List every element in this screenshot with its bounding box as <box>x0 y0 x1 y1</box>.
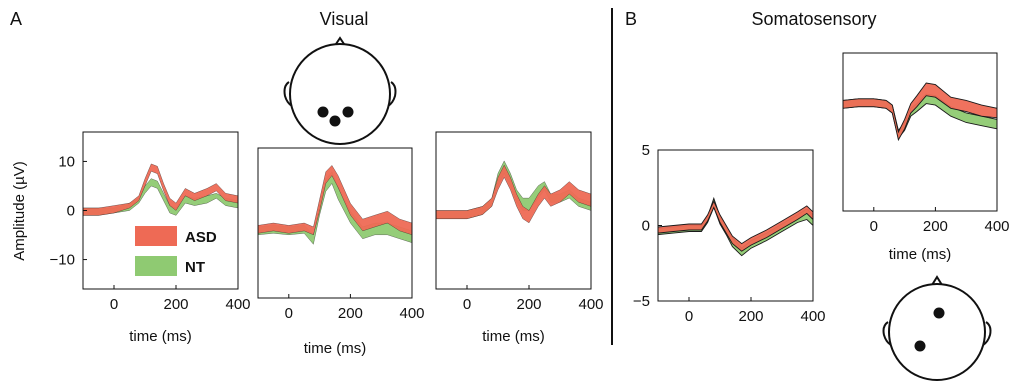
legend-asd-swatch <box>135 226 177 246</box>
x-tick-label: 200 <box>163 296 188 313</box>
x-tick-label: 400 <box>578 296 603 313</box>
plot-frame <box>842 52 998 212</box>
x-axis-title: time (ms) <box>889 246 952 263</box>
x-tick-label: 0 <box>285 305 293 322</box>
x-tick-label: 400 <box>399 305 424 322</box>
x-axis-title: time (ms) <box>304 340 367 357</box>
x-tick-label: 0 <box>463 296 471 313</box>
electrode-dot <box>914 340 926 352</box>
legend-nt-swatch <box>135 256 177 276</box>
electrode-dot <box>329 115 341 127</box>
x-tick-label: 400 <box>800 308 825 325</box>
plot-panel-4: 0 200 400 −5 0 5 <box>633 142 826 325</box>
plot-panel-2: 0 200 400 time (ms) <box>257 147 425 357</box>
x-tick-label: 200 <box>338 305 363 322</box>
x-axis-title: time (ms) <box>482 328 545 345</box>
plot-panel-1: 0 200 400 −10 0 10 time (ms) <box>50 131 251 345</box>
legend-nt-label: NT <box>185 259 205 276</box>
electrode-dot <box>317 106 329 118</box>
x-tick-label: 0 <box>110 296 118 313</box>
x-axis-title: time (ms) <box>129 328 192 345</box>
x-tick-label: 200 <box>923 218 948 235</box>
panel-a-letter: A <box>10 9 22 29</box>
y-tick-label: −5 <box>633 293 650 310</box>
y-axis-title: Amplitude (µV) <box>11 161 28 261</box>
legend-asd-label: ASD <box>185 229 217 246</box>
x-tick-label: 200 <box>738 308 763 325</box>
panel-a-title: Visual <box>320 9 369 29</box>
y-tick-label: 0 <box>642 218 650 235</box>
head-visual-icon <box>283 36 397 145</box>
electrode-dot <box>342 106 354 118</box>
legend: ASD NT <box>135 226 217 276</box>
x-tick-label: 0 <box>870 218 878 235</box>
y-tick-label: 0 <box>67 203 75 220</box>
panel-b-letter: B <box>625 9 637 29</box>
y-tick-label: −10 <box>50 252 75 269</box>
panel-b-title: Somatosensory <box>751 9 876 29</box>
plot-panel-3: 0 200 400 time (ms) <box>435 131 604 345</box>
y-tick-label: 10 <box>58 153 75 170</box>
x-tick-label: 400 <box>225 296 250 313</box>
electrode-dot <box>933 307 945 319</box>
y-tick-label: 5 <box>642 142 650 159</box>
plot-border <box>257 147 413 299</box>
x-tick-label: 0 <box>685 308 693 325</box>
plot-border <box>842 52 998 212</box>
head-somatosensory-icon <box>882 275 992 381</box>
plots-layer: 0 200 400 −10 0 10 time (ms) 0 200 400 time (ms) 0 2… <box>50 52 1010 357</box>
plot-panel-5: 0 200 400 time (ms) <box>842 52 1010 263</box>
x-tick-label: 200 <box>516 296 541 313</box>
plot-border <box>435 131 592 290</box>
x-tick-label: 400 <box>984 218 1009 235</box>
